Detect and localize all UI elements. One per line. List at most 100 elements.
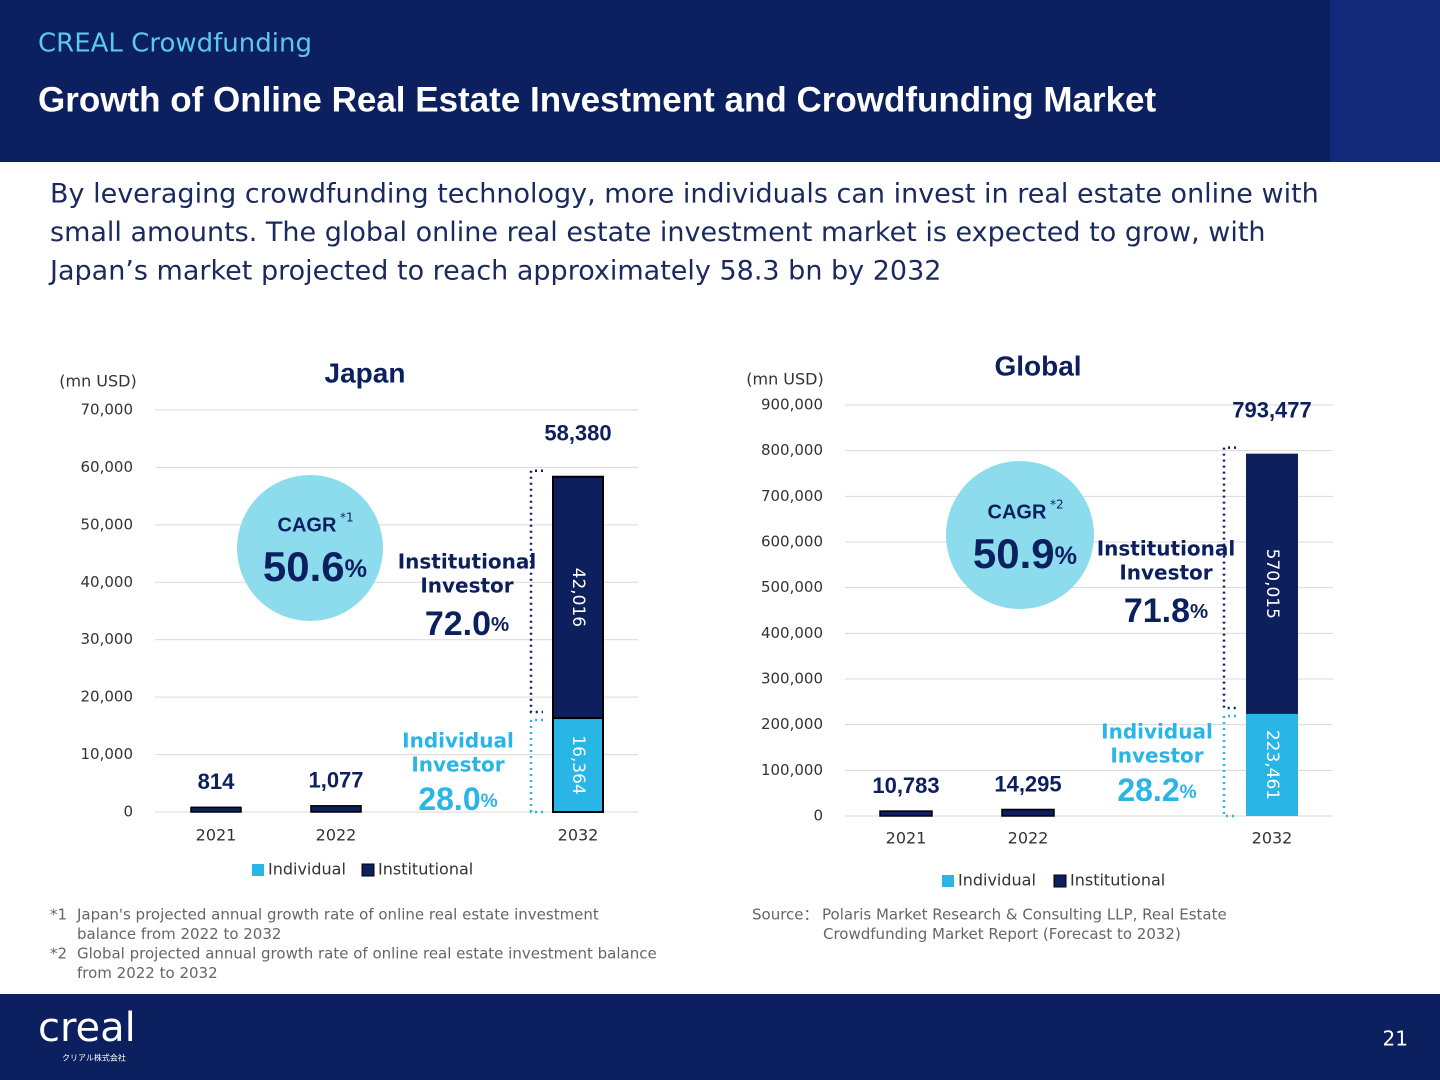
- source-label: Source：: [752, 906, 819, 924]
- segment-label: 570,015: [1262, 549, 1282, 619]
- cagr-circle: [946, 461, 1094, 609]
- legend-swatch: [1053, 874, 1067, 888]
- y-tick-label: 900,000: [761, 396, 823, 414]
- individual-label: Investor: [411, 753, 504, 777]
- header-decoration: [1330, 0, 1440, 162]
- x-tick-label: 2032: [558, 826, 599, 845]
- y-tick-label: 70,000: [81, 401, 134, 419]
- total-label: 14,295: [994, 771, 1061, 796]
- bar: [190, 806, 242, 813]
- share-number: 50.9: [973, 530, 1055, 577]
- bar: [310, 805, 362, 813]
- source-line: Crowdfunding Market Report (Forecast to …: [823, 925, 1181, 943]
- bar-segment: [1246, 453, 1298, 714]
- institutional-label: Investor: [420, 574, 513, 598]
- individual-label: Individual: [402, 729, 514, 753]
- bracket: [529, 718, 543, 814]
- total-label: 793,477: [1232, 397, 1312, 422]
- y-tick-label: 100,000: [761, 761, 823, 779]
- legend-label: Individual: [268, 860, 346, 879]
- x-tick-label: 2032: [1252, 829, 1293, 848]
- y-tick-label: 600,000: [761, 533, 823, 551]
- cagr-note: *1: [340, 511, 354, 525]
- y-tick-label: 40,000: [81, 573, 134, 591]
- chart-title: Global: [994, 350, 1081, 381]
- bracket: [1222, 446, 1236, 710]
- header-band: [0, 0, 1440, 162]
- share-value: 72.0%: [425, 605, 509, 643]
- total-label: 1,077: [308, 768, 363, 793]
- footnote-marker: *2: [50, 945, 67, 963]
- intro-line: By leveraging crowdfunding technology, m…: [50, 179, 1319, 210]
- cagr-circle: [237, 475, 383, 621]
- bar-segment: [552, 475, 604, 720]
- share-number: 28.2: [1117, 772, 1179, 808]
- y-tick-label: 500,000: [761, 578, 823, 596]
- cagr-note: *2: [1050, 498, 1064, 512]
- chart-title: Japan: [325, 357, 406, 388]
- y-tick-label: 800,000: [761, 441, 823, 459]
- bracket: [1222, 714, 1236, 818]
- cagr-label: CAGR: [278, 514, 337, 536]
- intro-line: small amounts. The global online real es…: [50, 217, 1266, 248]
- y-tick-label: 30,000: [81, 630, 134, 648]
- source-line: Polaris Market Research & Consulting LLP…: [822, 906, 1227, 924]
- footnote-line: Japan's projected annual growth rate of …: [76, 906, 599, 924]
- footnote-line: from 2022 to 2032: [77, 964, 218, 982]
- segment-label: 42,016: [568, 568, 588, 627]
- page-number: 21: [1383, 1027, 1408, 1051]
- share-value: 71.8%: [1124, 592, 1208, 630]
- total-label: 58,380: [544, 421, 611, 446]
- bar-segment: [552, 717, 604, 813]
- institutional-label: Institutional: [1097, 537, 1236, 561]
- legend-swatch: [942, 875, 954, 887]
- individual-label: Individual: [1101, 720, 1213, 744]
- y-tick-label: 0: [123, 803, 133, 821]
- y-tick-label: 0: [813, 807, 823, 825]
- y-axis-label: (mn USD): [746, 370, 823, 389]
- y-tick-label: 700,000: [761, 487, 823, 505]
- footer-band: [0, 994, 1440, 1080]
- legend-label: Individual: [958, 871, 1036, 890]
- share-number: 50.6: [263, 543, 345, 590]
- x-tick-label: 2022: [316, 826, 357, 845]
- bracket: [529, 469, 543, 714]
- share-number: 72.0: [425, 605, 491, 643]
- share-unit: %: [345, 555, 367, 583]
- institutional-label: Investor: [1119, 561, 1212, 585]
- footnote-line: Global projected annual growth rate of o…: [77, 945, 657, 963]
- segment-label: 223,461: [1262, 730, 1282, 800]
- y-tick-label: 60,000: [81, 458, 134, 476]
- share-value: 50.6%: [263, 543, 367, 590]
- share-unit: %: [481, 791, 498, 812]
- legend-swatch: [361, 863, 375, 877]
- share-value: 28.0%: [418, 781, 497, 817]
- legend-swatch: [252, 864, 264, 876]
- share-number: 28.0: [418, 781, 480, 817]
- footnote-marker: *1: [50, 906, 67, 924]
- share-unit: %: [1180, 782, 1197, 803]
- legend-label: Institutional: [1070, 871, 1165, 890]
- segment-label: 16,364: [568, 735, 588, 794]
- y-tick-label: 20,000: [81, 688, 134, 706]
- share-unit: %: [1055, 542, 1077, 570]
- y-tick-label: 400,000: [761, 624, 823, 642]
- header-title: Growth of Online Real Estate Investment …: [38, 80, 1157, 119]
- y-tick-label: 10,000: [81, 745, 134, 763]
- x-tick-label: 2022: [1008, 829, 1049, 848]
- header-kicker: CREAL Crowdfunding: [38, 29, 312, 59]
- share-value: 28.2%: [1117, 772, 1196, 808]
- bar-segment: [1246, 713, 1298, 816]
- share-value: 50.9%: [973, 530, 1077, 577]
- total-label: 10,783: [872, 773, 939, 798]
- bar: [879, 810, 933, 817]
- cagr-label: CAGR: [988, 501, 1047, 523]
- institutional-label: Institutional: [398, 550, 537, 574]
- x-tick-label: 2021: [196, 826, 237, 845]
- individual-label: Investor: [1110, 744, 1203, 768]
- bar: [1001, 808, 1055, 817]
- y-tick-label: 300,000: [761, 670, 823, 688]
- y-tick-label: 50,000: [81, 515, 134, 533]
- total-label: 814: [198, 769, 235, 794]
